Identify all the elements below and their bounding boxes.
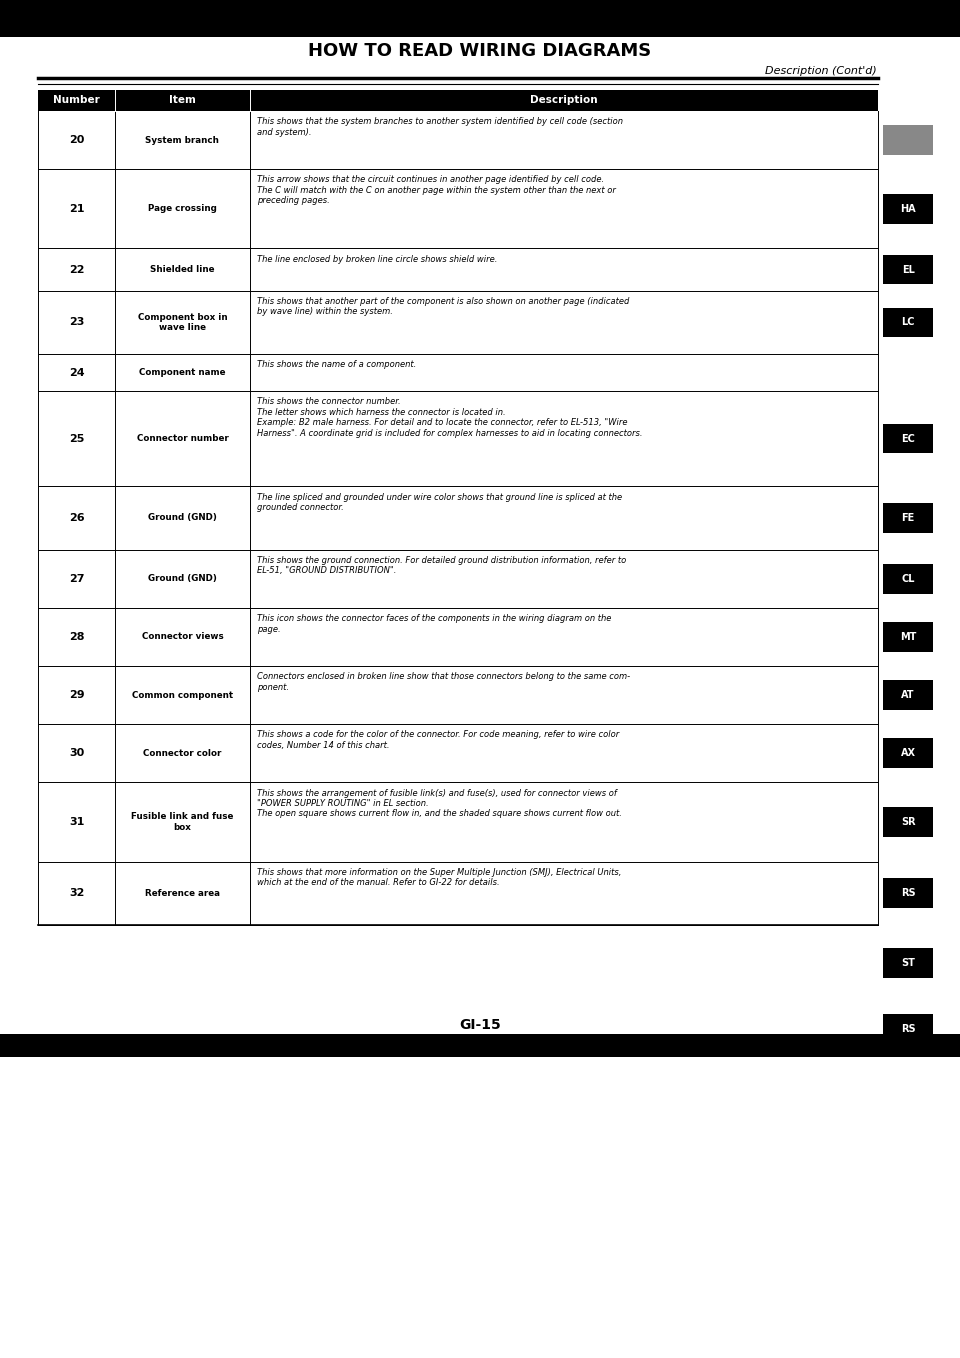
Text: Connector color: Connector color — [143, 748, 222, 758]
Text: LC: LC — [901, 318, 915, 327]
Text: ST: ST — [901, 957, 915, 968]
Text: Reference area: Reference area — [145, 888, 220, 898]
Text: Fusible link and fuse
box: Fusible link and fuse box — [132, 812, 233, 831]
Text: This arrow shows that the circuit continues in another page identified by cell c: This arrow shows that the circuit contin… — [257, 175, 616, 205]
Text: EK: EK — [901, 1351, 915, 1358]
Text: 22: 22 — [69, 265, 84, 274]
Text: BT: BT — [901, 1089, 915, 1099]
Bar — [883, 1145, 933, 1175]
Text: 30: 30 — [69, 748, 84, 758]
Text: This shows that another part of the component is also shown on another page (ind: This shows that another part of the comp… — [257, 297, 630, 316]
Text: Common component: Common component — [132, 690, 233, 699]
Text: 25: 25 — [69, 433, 84, 444]
Bar — [883, 424, 933, 454]
Bar — [883, 1342, 933, 1358]
Text: Component box in
wave line: Component box in wave line — [137, 312, 228, 333]
Text: Shielded line: Shielded line — [150, 265, 215, 274]
Text: FE: FE — [901, 513, 915, 523]
Text: Description (Cont'd): Description (Cont'd) — [765, 65, 876, 76]
Text: This shows the arrangement of fusible link(s) and fuse(s), used for connector vi: This shows the arrangement of fusible li… — [257, 789, 622, 819]
Text: CL: CL — [901, 573, 915, 584]
Text: EL: EL — [901, 1286, 915, 1296]
Bar — [883, 125, 933, 155]
Bar — [883, 255, 933, 284]
Text: AT: AT — [901, 690, 915, 699]
Text: The line enclosed by broken line circle shows shield wire.: The line enclosed by broken line circle … — [257, 255, 497, 263]
Text: Page crossing: Page crossing — [148, 204, 217, 213]
Text: HA: HA — [900, 1154, 916, 1165]
Text: This shows the connector number.
The letter shows which harness the connector is: This shows the connector number. The let… — [257, 398, 643, 437]
Bar — [883, 1277, 933, 1305]
Text: Connector views: Connector views — [141, 633, 224, 641]
Text: RS: RS — [900, 1024, 916, 1033]
Bar — [883, 879, 933, 909]
Text: 27: 27 — [69, 573, 84, 584]
Bar — [883, 948, 933, 978]
Text: Ground (GND): Ground (GND) — [148, 574, 217, 583]
Text: AX: AX — [900, 748, 916, 758]
Text: This shows a code for the color of the connector. For code meaning, refer to wir: This shows a code for the color of the c… — [257, 731, 619, 750]
Text: 21: 21 — [69, 204, 84, 213]
Bar — [883, 564, 933, 593]
Bar — [883, 308, 933, 337]
Text: This shows that the system branches to another system identified by cell code (s: This shows that the system branches to a… — [257, 117, 623, 137]
Bar — [883, 807, 933, 837]
Text: Number: Number — [54, 95, 100, 106]
Text: EC: EC — [901, 433, 915, 444]
Text: This shows the ground connection. For detailed ground distribution information, : This shows the ground connection. For de… — [257, 555, 627, 576]
Text: Ground (GND): Ground (GND) — [148, 513, 217, 523]
Bar — [0, 1033, 960, 1057]
Text: This shows that more information on the Super Multiple Junction (SMJ), Electrica: This shows that more information on the … — [257, 868, 622, 887]
Text: 31: 31 — [69, 818, 84, 827]
Text: 29: 29 — [69, 690, 84, 699]
Bar — [883, 1080, 933, 1109]
Text: EL: EL — [901, 265, 915, 274]
Text: Connectors enclosed in broken line show that those connectors belong to the same: Connectors enclosed in broken line show … — [257, 672, 631, 691]
Text: 26: 26 — [69, 513, 84, 523]
Text: HA: HA — [900, 204, 916, 213]
Text: This shows the name of a component.: This shows the name of a component. — [257, 360, 417, 369]
Text: MT: MT — [900, 631, 917, 642]
Bar — [883, 622, 933, 652]
Text: Component name: Component name — [139, 368, 226, 378]
Text: 23: 23 — [69, 318, 84, 327]
Bar — [38, 90, 878, 111]
Text: HOW TO READ WIRING DIAGRAMS: HOW TO READ WIRING DIAGRAMS — [308, 42, 652, 60]
Bar — [883, 739, 933, 769]
Text: SC: SC — [901, 1219, 915, 1230]
Bar — [883, 504, 933, 532]
Text: Description: Description — [530, 95, 598, 106]
Text: 24: 24 — [69, 368, 84, 378]
Text: 28: 28 — [69, 631, 84, 642]
Text: RS: RS — [900, 888, 916, 898]
Bar — [883, 194, 933, 224]
Bar — [0, 0, 960, 37]
Text: System branch: System branch — [146, 136, 219, 144]
Text: 32: 32 — [69, 888, 84, 898]
Text: GI-15: GI-15 — [459, 1018, 501, 1032]
Text: 20: 20 — [69, 134, 84, 145]
Bar — [883, 1013, 933, 1043]
Text: The line spliced and grounded under wire color shows that ground line is spliced: The line spliced and grounded under wire… — [257, 493, 622, 512]
Text: Item: Item — [169, 95, 196, 106]
Text: Connector number: Connector number — [136, 435, 228, 443]
Bar — [883, 680, 933, 710]
Text: This icon shows the connector faces of the components in the wiring diagram on t: This icon shows the connector faces of t… — [257, 614, 612, 634]
Bar — [883, 1210, 933, 1240]
Text: SR: SR — [900, 818, 916, 827]
